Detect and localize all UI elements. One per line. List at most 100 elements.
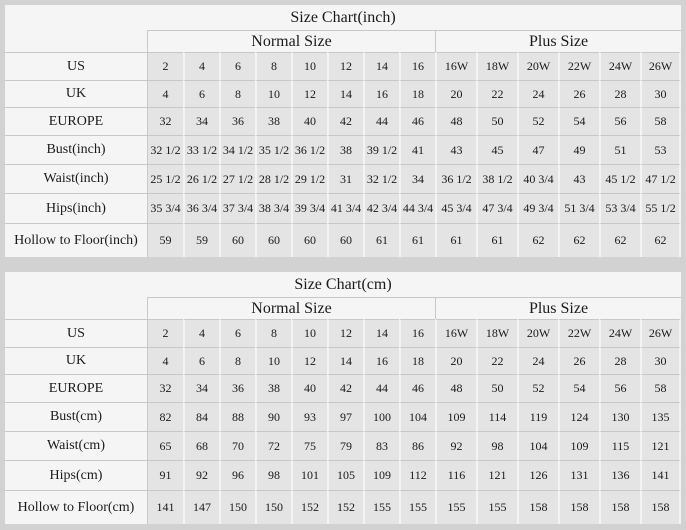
size-cell: 46 xyxy=(399,107,435,135)
size-cell: 45 xyxy=(476,135,517,164)
size-cell: 43 xyxy=(558,164,599,193)
size-cell: 136 xyxy=(599,460,640,490)
size-cell: 6 xyxy=(183,347,219,374)
table-row: EUROPE 32 34 36 38 40 42 44 46 48 50 52 54 56 58 xyxy=(5,374,682,402)
size-cell: 61 xyxy=(435,223,476,257)
size-cell: 72 xyxy=(255,431,291,460)
size-cell: 18W xyxy=(476,319,517,347)
size-cell: 90 xyxy=(255,402,291,431)
size-cell: 126 xyxy=(517,460,558,490)
table-row: EUROPE 32 34 36 38 40 42 44 46 48 50 52 54 56 58 xyxy=(5,107,682,135)
size-cell: 60 xyxy=(255,223,291,257)
title-row: Size Chart(cm) xyxy=(5,272,681,297)
size-cell: 96 xyxy=(219,460,255,490)
size-cell: 105 xyxy=(327,460,363,490)
size-cell: 29 1/2 xyxy=(291,164,327,193)
row-label: Waist(cm) xyxy=(5,431,147,460)
size-cell: 58 xyxy=(640,374,682,402)
size-cell: 124 xyxy=(558,402,599,431)
size-cell: 12 xyxy=(327,52,363,80)
size-cell: 59 xyxy=(147,223,183,257)
size-cell: 47 1/2 xyxy=(640,164,682,193)
title-row: Size Chart(inch) xyxy=(5,5,681,30)
size-chart-inch-table: Size Chart(inch) Normal Size Plus Size US 2 4… xyxy=(5,5,682,257)
size-cell: 86 xyxy=(399,431,435,460)
size-cell: 26W xyxy=(640,319,682,347)
size-cell: 16W xyxy=(435,52,476,80)
size-cell: 56 xyxy=(599,107,640,135)
size-cell: 26 1/2 xyxy=(183,164,219,193)
size-cell: 4 xyxy=(147,80,183,107)
size-cell: 52 xyxy=(517,107,558,135)
group-header-spacer xyxy=(5,297,147,319)
size-cell: 41 xyxy=(399,135,435,164)
size-cell: 60 xyxy=(327,223,363,257)
size-cell: 10 xyxy=(255,80,291,107)
size-cell: 4 xyxy=(183,52,219,80)
size-cell: 8 xyxy=(255,319,291,347)
size-cell: 34 1/2 xyxy=(219,135,255,164)
size-cell: 37 3/4 xyxy=(219,193,255,223)
size-cell: 33 1/2 xyxy=(183,135,219,164)
size-cell: 158 xyxy=(599,490,640,524)
size-cell: 155 xyxy=(399,490,435,524)
size-cell: 152 xyxy=(291,490,327,524)
size-cell: 36 3/4 xyxy=(183,193,219,223)
table-row: Bust(inch) 32 1/2 33 1/2 34 1/2 35 1/2 36 1/2… xyxy=(5,135,682,164)
size-cell: 38 3/4 xyxy=(255,193,291,223)
size-cell: 51 xyxy=(599,135,640,164)
size-cell: 26 xyxy=(558,80,599,107)
size-cell: 93 xyxy=(291,402,327,431)
size-cell: 30 xyxy=(640,347,682,374)
table-row: US 2 4 6 8 10 12 14 16 16W 18W 20W 22W 24W 26W xyxy=(5,52,682,80)
size-cell: 28 1/2 xyxy=(255,164,291,193)
size-cell: 45 1/2 xyxy=(599,164,640,193)
size-cell: 20 xyxy=(435,80,476,107)
size-cell: 14 xyxy=(327,347,363,374)
size-cell: 56 xyxy=(599,374,640,402)
size-cell: 8 xyxy=(219,347,255,374)
size-cell: 83 xyxy=(363,431,399,460)
size-cell: 22W xyxy=(558,319,599,347)
size-cell: 119 xyxy=(517,402,558,431)
size-cell: 32 xyxy=(147,107,183,135)
size-cell: 44 xyxy=(363,107,399,135)
size-cell: 22 xyxy=(476,80,517,107)
size-cell: 52 xyxy=(517,374,558,402)
size-cell: 155 xyxy=(476,490,517,524)
row-label: EUROPE xyxy=(5,107,147,135)
table-row: Hollow to Floor(cm) 141 147 150 150 152 152 155… xyxy=(5,490,682,524)
row-label: US xyxy=(5,52,147,80)
size-cell: 14 xyxy=(327,80,363,107)
size-cell: 30 xyxy=(640,80,682,107)
size-cell: 158 xyxy=(517,490,558,524)
size-cell: 109 xyxy=(435,402,476,431)
size-cell: 10 xyxy=(255,347,291,374)
table-title: Size Chart(inch) xyxy=(290,8,396,26)
size-cell: 18 xyxy=(399,80,435,107)
size-cell: 16 xyxy=(399,319,435,347)
size-cell: 152 xyxy=(327,490,363,524)
size-cell: 49 xyxy=(558,135,599,164)
size-cell: 104 xyxy=(399,402,435,431)
size-cell: 58 xyxy=(640,107,682,135)
row-label: Hollow to Floor(inch) xyxy=(5,223,147,257)
size-cell: 155 xyxy=(435,490,476,524)
size-cell: 36 xyxy=(219,374,255,402)
size-cell: 35 3/4 xyxy=(147,193,183,223)
size-cell: 155 xyxy=(363,490,399,524)
plus-size-header: Plus Size xyxy=(435,297,682,319)
size-cell: 6 xyxy=(219,52,255,80)
size-cell: 26W xyxy=(640,52,682,80)
size-cell: 24W xyxy=(599,52,640,80)
table-title: Size Chart(cm) xyxy=(294,275,392,293)
size-cell: 48 xyxy=(435,107,476,135)
size-cell: 14 xyxy=(363,319,399,347)
size-cell: 10 xyxy=(291,319,327,347)
size-cell: 100 xyxy=(363,402,399,431)
size-cell: 28 xyxy=(599,80,640,107)
size-cell: 60 xyxy=(219,223,255,257)
row-label: US xyxy=(5,319,147,347)
size-cell: 42 3/4 xyxy=(363,193,399,223)
size-cell: 22W xyxy=(558,52,599,80)
